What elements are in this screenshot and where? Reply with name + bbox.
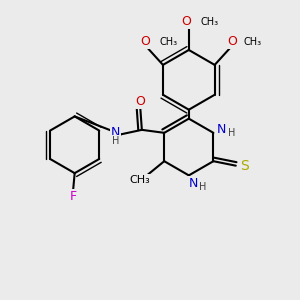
Text: N: N	[189, 177, 198, 190]
Text: CH₃: CH₃	[159, 37, 178, 47]
Text: O: O	[227, 35, 237, 48]
Text: CH₃: CH₃	[243, 37, 261, 47]
Text: O: O	[135, 95, 145, 108]
Text: CH₃: CH₃	[129, 175, 150, 185]
Text: H: H	[199, 182, 206, 192]
Text: H: H	[112, 136, 119, 146]
Text: O: O	[182, 15, 191, 28]
Text: S: S	[240, 159, 248, 173]
Text: CH₃: CH₃	[200, 16, 218, 27]
Text: F: F	[70, 190, 77, 203]
Text: N: N	[217, 123, 226, 136]
Text: N: N	[111, 126, 120, 139]
Text: H: H	[228, 128, 235, 138]
Text: O: O	[141, 35, 151, 48]
